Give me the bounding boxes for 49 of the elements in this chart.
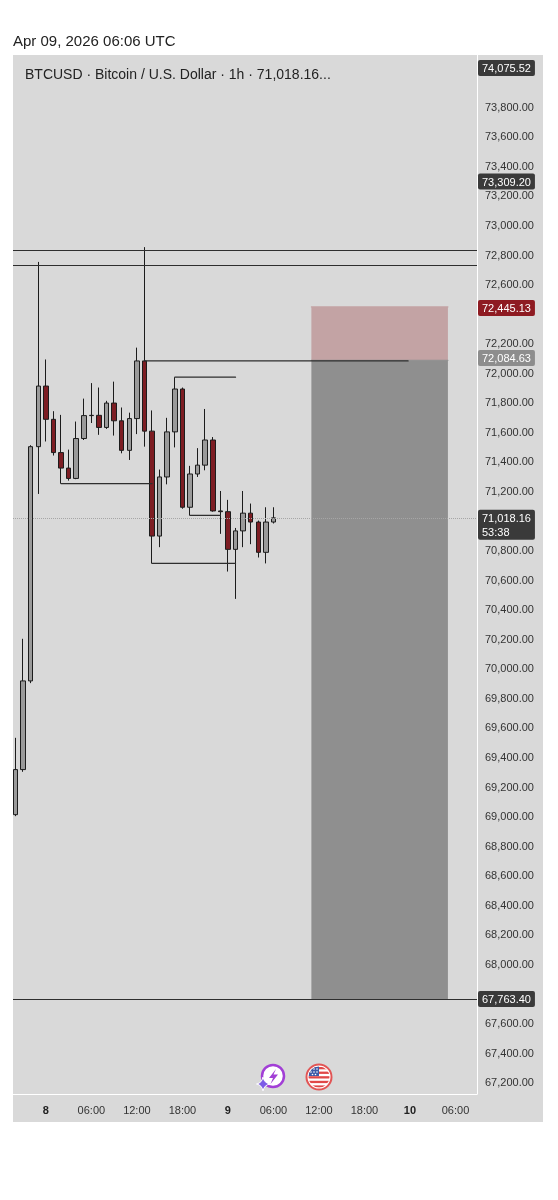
- y-tick-label: 71,600.00: [485, 425, 534, 438]
- y-tick-label: 73,200.00: [485, 189, 534, 202]
- x-tick-label: 06:00: [77, 1103, 106, 1116]
- y-tick-label: 70,800.00: [485, 544, 534, 557]
- ref-line-label: 71,018.16 53:38: [482, 511, 531, 538]
- y-tick-label: 68,600.00: [485, 869, 534, 882]
- x-tick-label: 8: [42, 1103, 49, 1116]
- y-tick-label: 70,200.00: [485, 632, 534, 645]
- y-tick-label: 72,200.00: [485, 337, 534, 350]
- y-tick-label: 68,400.00: [485, 898, 534, 911]
- y-tick-label: 69,000.00: [485, 810, 534, 823]
- y-tick-label: 70,600.00: [485, 573, 534, 586]
- x-tick-label: 06:00: [441, 1103, 470, 1116]
- y-tick-label: 73,600.00: [485, 130, 534, 143]
- y-tick-label: 72,800.00: [485, 248, 534, 261]
- text: Apr 09, 2026 06:06 UTC: [13, 32, 176, 50]
- text: 74,075.52: [482, 62, 531, 74]
- y-tick-label: 69,600.00: [485, 721, 534, 734]
- x-tick-label: 18:00: [350, 1103, 379, 1116]
- ref-line-label: 67,763.40: [482, 992, 531, 1005]
- y-tick-label: 68,800.00: [485, 839, 534, 852]
- y-tick-label: 73,400.00: [485, 159, 534, 172]
- text: 73,309.20: [482, 175, 531, 188]
- y-tick-label: 67,400.00: [485, 1046, 534, 1059]
- text: 72,084.63: [482, 352, 531, 364]
- y-tick-label: 71,800.00: [485, 396, 534, 409]
- text: BTCUSD · Bitcoin / U.S. Dollar · 1h · 71,018.16...: [25, 66, 331, 82]
- y-tick-label: 67,600.00: [485, 1017, 534, 1030]
- y-tick-label: 72,600.00: [485, 278, 534, 291]
- y-tick-label: 68,200.00: [485, 928, 534, 941]
- y-tick-label: 69,800.00: [485, 691, 534, 704]
- y-tick-label: 70,000.00: [485, 662, 534, 675]
- x-tick-label: 18:00: [168, 1103, 197, 1116]
- y-tick-label: 68,000.00: [485, 957, 534, 970]
- x-tick-label: 12:00: [123, 1103, 151, 1116]
- x-tick-label: 06:00: [259, 1103, 288, 1116]
- y-tick-label: 72,000.00: [485, 366, 534, 379]
- y-tick-label: 69,200.00: [485, 780, 534, 793]
- y-tick-label: 73,000.00: [485, 218, 534, 231]
- x-tick-label: 12:00: [305, 1103, 333, 1116]
- text: 72,445.13: [482, 302, 531, 314]
- y-tick-label: 67,200.00: [485, 1076, 534, 1089]
- y-tick-label: 73,800.00: [485, 100, 534, 113]
- y-tick-label: 70,400.00: [485, 603, 534, 616]
- y-tick-label: 71,200.00: [485, 485, 534, 497]
- y-tick-label: 71,400.00: [485, 455, 534, 468]
- y-tick-label: 69,400.00: [485, 751, 534, 764]
- x-tick-label: 9: [224, 1103, 231, 1116]
- x-tick-label: 10: [403, 1103, 417, 1116]
